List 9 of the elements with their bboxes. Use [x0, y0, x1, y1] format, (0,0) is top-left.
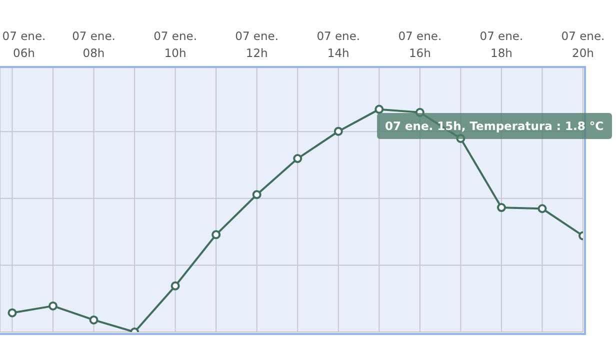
x-tick-label: 07 ene. 14h	[316, 29, 360, 60]
x-tick-label: 07 ene. 06h	[2, 29, 46, 60]
x-tick-label: 07 ene. 12h	[235, 29, 279, 60]
x-tick-label: 07 ene. 18h	[480, 29, 524, 60]
x-tick-label: 07 ene. 16h	[398, 29, 442, 60]
annotation: 07 ene. 15h, Temperatura : 1.8 °C	[377, 113, 612, 139]
x-tick-label: 07 ene. 20h	[561, 29, 605, 60]
x-tick-label: 07 ene. 10h	[154, 29, 198, 60]
x-tick-label: 07 ene. 08h	[72, 29, 116, 60]
